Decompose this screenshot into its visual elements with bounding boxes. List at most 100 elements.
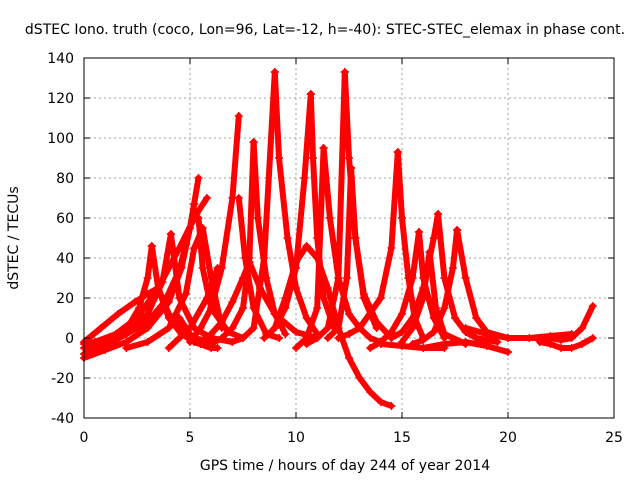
x-tick-label: 5 <box>186 430 195 446</box>
data-point <box>194 174 203 182</box>
data-point <box>323 284 332 292</box>
series-line <box>324 165 355 341</box>
data-point <box>175 314 184 322</box>
x-axis-title: GPS time / hours of day 244 of year 2014 <box>200 458 490 474</box>
y-tick-label: 100 <box>47 131 74 147</box>
data-point <box>398 310 406 318</box>
data-point <box>154 284 163 292</box>
data-point <box>461 338 470 346</box>
data-point <box>366 388 375 396</box>
data-point <box>419 336 428 344</box>
series-line <box>271 69 321 337</box>
data-point <box>113 310 122 318</box>
data-point <box>345 330 353 338</box>
data-point <box>283 234 292 242</box>
x-tick-label: 0 <box>80 430 89 446</box>
data-point <box>207 304 216 312</box>
data-point <box>292 258 300 266</box>
data-series <box>90 194 211 346</box>
y-tick-label: 80 <box>56 171 74 187</box>
data-point <box>482 330 491 338</box>
data-series <box>196 258 254 346</box>
data-point <box>387 402 396 410</box>
data-point <box>461 324 470 332</box>
data-point <box>567 334 576 342</box>
data-point <box>366 344 375 352</box>
data-point <box>578 324 587 332</box>
data-point <box>213 344 222 352</box>
data-point <box>588 334 597 342</box>
data-series <box>186 112 243 346</box>
data-point <box>122 330 131 338</box>
data-point <box>245 254 254 262</box>
data-point <box>164 344 173 352</box>
data-point <box>334 274 343 282</box>
data-point <box>355 374 364 382</box>
data-point <box>334 324 343 332</box>
data-point <box>525 334 534 342</box>
data-point <box>359 290 368 298</box>
data-point <box>319 294 328 302</box>
data-point <box>147 242 156 250</box>
data-point <box>434 210 443 218</box>
series-line <box>377 341 448 351</box>
data-point <box>345 310 353 318</box>
data-point <box>198 224 207 232</box>
data-point <box>313 304 322 312</box>
data-point <box>429 328 438 336</box>
data-point <box>260 334 269 342</box>
y-tick-label: -40 <box>51 411 74 427</box>
data-point <box>302 314 311 322</box>
data-point <box>166 230 175 238</box>
data-point <box>160 298 169 306</box>
data-point <box>376 398 385 406</box>
data-point <box>130 298 139 306</box>
data-point <box>472 314 481 322</box>
data-point <box>419 344 428 352</box>
data-point <box>393 148 402 156</box>
data-point <box>323 334 332 342</box>
data-point <box>239 304 247 312</box>
y-axis-title: dSTEC / TECUs <box>6 186 22 289</box>
data-point <box>504 348 512 356</box>
series-line <box>123 225 225 351</box>
data-point <box>376 340 385 348</box>
data-point <box>234 112 243 120</box>
data-point <box>440 274 449 282</box>
data-point <box>408 274 417 282</box>
data-point <box>398 342 406 350</box>
data-point <box>461 274 470 282</box>
data-point <box>122 344 131 352</box>
data-point <box>308 154 317 162</box>
data-point <box>376 294 385 302</box>
data-point <box>143 318 152 326</box>
data-point <box>451 314 459 322</box>
data-series <box>122 224 226 352</box>
data-point <box>355 324 364 332</box>
data-point <box>340 68 349 76</box>
data-point <box>143 290 152 298</box>
data-series <box>164 264 222 352</box>
data-point <box>217 264 226 272</box>
data-point <box>345 154 353 162</box>
data-point <box>275 154 284 162</box>
data-point <box>260 254 269 262</box>
data-point <box>186 324 194 332</box>
data-point <box>347 164 356 172</box>
data-point <box>453 226 462 234</box>
data-point <box>419 294 428 302</box>
y-tick-label: 0 <box>65 331 74 347</box>
data-point <box>345 354 353 362</box>
data-point <box>448 264 457 272</box>
data-point <box>504 334 512 342</box>
data-point <box>292 344 300 352</box>
data-point <box>472 334 481 342</box>
data-point <box>319 144 328 152</box>
data-point <box>228 298 237 306</box>
data-point <box>96 324 105 332</box>
data-point <box>292 328 300 336</box>
data-point <box>408 324 417 332</box>
data-point <box>270 324 279 332</box>
data-point <box>398 328 406 336</box>
